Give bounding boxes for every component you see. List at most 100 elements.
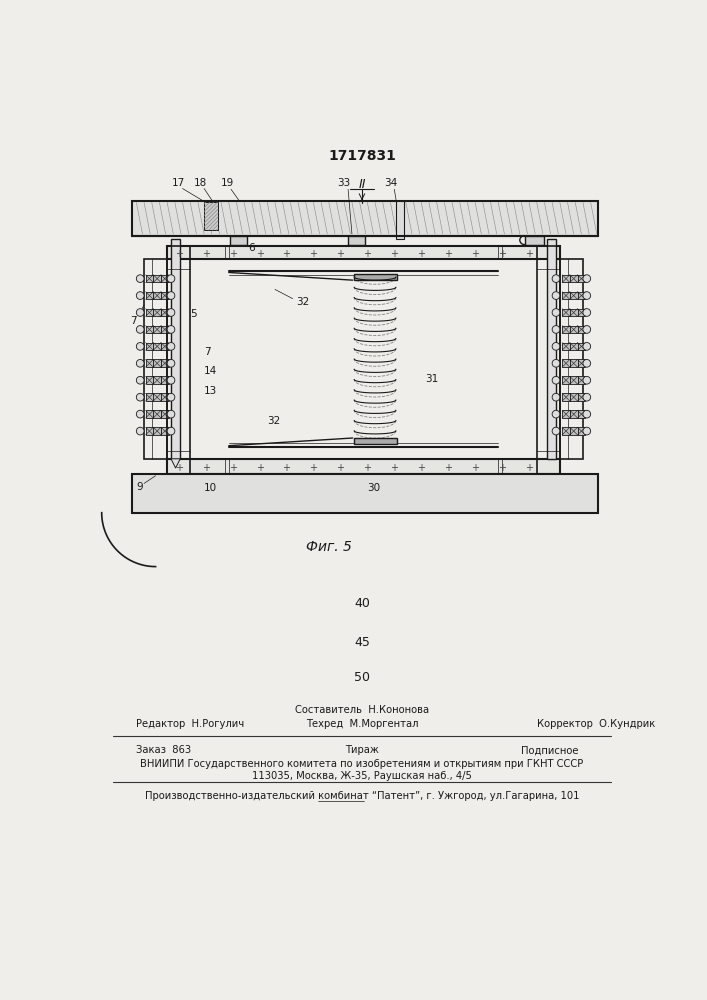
Bar [153,326,161,333]
Text: +: + [310,463,317,473]
Text: Фиг. 5: Фиг. 5 [306,540,352,554]
Bar [570,343,578,350]
Circle shape [552,275,560,282]
Bar [570,359,578,367]
Text: Подписное: Подписное [521,745,579,755]
Bar [525,235,544,245]
Bar [562,393,570,401]
Text: +: + [175,463,182,473]
Circle shape [552,410,560,418]
Bar [132,201,598,235]
Bar [161,410,169,418]
Bar [167,246,190,474]
Text: II: II [358,178,366,191]
Text: +: + [390,249,398,259]
Bar [153,292,161,299]
Bar [153,393,161,401]
Bar [146,292,153,299]
Bar [204,202,218,230]
Bar [153,427,161,435]
Bar [161,292,169,299]
Circle shape [136,376,144,384]
Circle shape [167,326,175,333]
Bar [146,393,153,401]
Circle shape [167,410,175,418]
Bar [161,309,169,316]
Bar [578,427,585,435]
Bar [537,246,560,474]
Bar [161,393,169,401]
Bar [153,309,161,316]
Bar [230,235,247,245]
Circle shape [583,309,590,316]
Circle shape [583,376,590,384]
Text: +: + [525,463,533,473]
Circle shape [552,326,560,333]
Circle shape [552,359,560,367]
Bar [146,427,153,435]
Text: 19: 19 [221,178,234,188]
Circle shape [167,309,175,316]
Circle shape [552,292,560,299]
Text: ВНИИПИ Государственного комитета по изобретениям и открытиям при ГКНТ СССР: ВНИИПИ Государственного комитета по изоб… [140,759,583,769]
Polygon shape [171,459,180,468]
Circle shape [167,427,175,435]
Text: +: + [310,249,317,259]
Bar [153,275,161,282]
Circle shape [552,376,560,384]
Text: 14: 14 [204,366,217,376]
Circle shape [167,343,175,350]
Bar [578,376,585,384]
Circle shape [136,393,144,401]
Bar [547,239,556,459]
Text: +: + [390,463,398,473]
Text: +: + [417,249,425,259]
Text: Техред  М.Моргентал: Техред М.Моргентал [305,719,419,729]
Text: +: + [525,249,533,259]
Bar [354,274,397,280]
Text: 30: 30 [368,483,380,493]
Circle shape [552,309,560,316]
Circle shape [136,292,144,299]
Circle shape [583,427,590,435]
Text: Составитель  Н.Кононова: Составитель Н.Кононова [295,705,429,715]
Text: +: + [444,463,452,473]
Circle shape [167,393,175,401]
Circle shape [583,275,590,282]
Bar [562,309,570,316]
Bar [562,410,570,418]
Bar [578,309,585,316]
Bar [161,427,169,435]
Bar [146,275,153,282]
Text: 10: 10 [204,483,217,493]
Bar [570,393,578,401]
Bar [354,438,397,444]
Text: +: + [337,249,344,259]
Text: 40: 40 [354,597,370,610]
Text: 5: 5 [190,309,197,319]
Text: 34: 34 [384,178,397,188]
Text: +: + [498,463,506,473]
Text: 7: 7 [204,347,211,357]
Text: +: + [363,463,371,473]
Circle shape [136,359,144,367]
Text: +: + [228,249,237,259]
Bar [570,326,578,333]
Bar [161,376,169,384]
Circle shape [167,292,175,299]
Circle shape [136,427,144,435]
Circle shape [552,393,560,401]
Bar [570,427,578,435]
Bar [562,326,570,333]
Circle shape [552,427,560,435]
Text: +: + [498,249,506,259]
Text: 7: 7 [129,316,136,326]
Circle shape [583,410,590,418]
Bar [578,359,585,367]
Text: +: + [363,249,371,259]
Text: 32: 32 [267,416,281,426]
Bar [562,343,570,350]
Text: Заказ  863: Заказ 863 [136,745,192,755]
Text: Тираж: Тираж [345,745,379,755]
Bar [578,343,585,350]
